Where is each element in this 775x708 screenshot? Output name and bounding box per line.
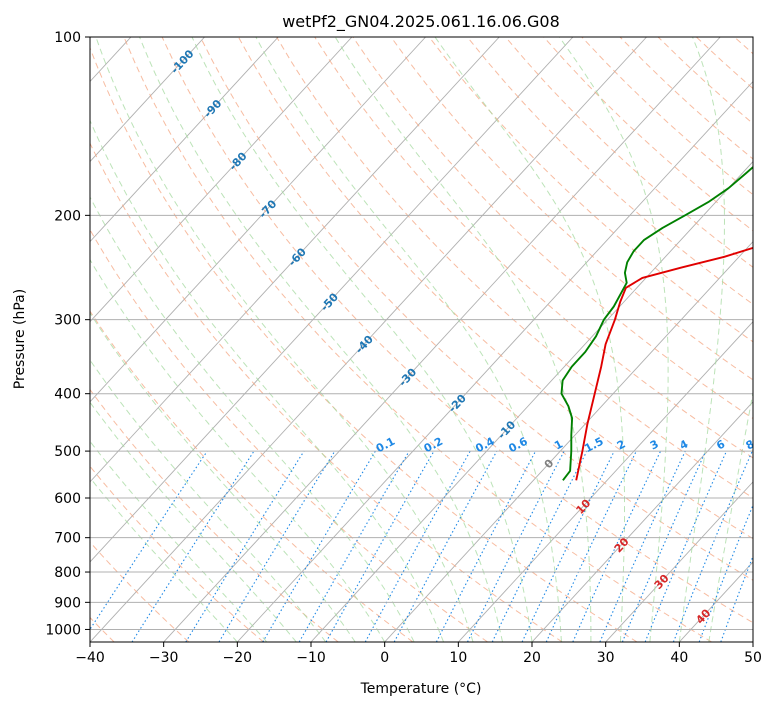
y-tick-label: 500 (54, 444, 81, 460)
isotherm-line (384, 240, 753, 642)
mixing-ratio-line (90, 450, 208, 631)
x-tick-label: 50 (744, 650, 762, 666)
moist-adiabat-line (90, 196, 415, 642)
moist-adiabat-line (90, 119, 445, 642)
x-tick-label: −20 (223, 650, 253, 666)
profile-series (560, 165, 753, 481)
isotherm-line (90, 37, 500, 483)
mixing-ratio-line (131, 450, 255, 642)
x-axis: −40 −30 −20 −10 0 10 20 30 40 50 (75, 642, 762, 666)
mixing-ratio-line (185, 450, 305, 642)
moist-adiabat-line (334, 37, 592, 642)
isotherm-line (90, 37, 205, 163)
y-tick-label: 600 (54, 491, 81, 507)
x-tick-label: −40 (75, 650, 105, 666)
y-axis-label: Pressure (hPa) (12, 289, 28, 389)
mixing-ratio-line (393, 450, 498, 642)
dry-adiabat-line (123, 37, 712, 642)
temperature-profile-line (575, 246, 753, 481)
mixing-ratio-line (491, 450, 588, 642)
mixing-ratio-lines (90, 450, 753, 642)
moist-adiabat-line (95, 37, 474, 642)
dry-adiabat-line (276, 37, 753, 499)
isotherm-line (90, 37, 647, 642)
dry-adiabat-line (352, 37, 753, 420)
dry-adiabat-line (90, 46, 638, 642)
isotherm-line (90, 37, 353, 323)
dry-adiabat-line (314, 37, 753, 459)
moist-adiabat-line (255, 37, 562, 642)
mixing-ratio-line (672, 450, 753, 642)
x-tick-label: −10 (296, 650, 326, 666)
mixing-ratio-line (218, 450, 336, 642)
isotherm-line (163, 37, 721, 642)
x-axis-label: Temperature (°C) (360, 681, 482, 697)
y-tick-label: 100 (54, 30, 81, 46)
moist-adiabat-lines (90, 37, 753, 642)
dry-adiabat-line (428, 37, 753, 343)
isotherm-line (90, 37, 426, 403)
mixing-ratio-line (599, 450, 686, 642)
x-tick-label: 10 (449, 650, 467, 666)
moist-adiabat-line (434, 37, 625, 642)
dewpoint-profile-line (560, 165, 753, 481)
dry-adiabat-line (390, 37, 753, 381)
isotherm-line (90, 37, 574, 563)
y-tick-label: 400 (54, 387, 81, 403)
mixing-ratio-line (621, 450, 707, 642)
moist-adiabat-line (191, 37, 533, 642)
y-tick-label: 200 (54, 208, 81, 224)
moist-adiabat-line (558, 37, 669, 642)
x-tick-label: −30 (149, 650, 179, 666)
mixing-ratio-line (325, 450, 435, 642)
moist-adiabat-line (139, 37, 503, 642)
y-tick-label: 700 (54, 531, 81, 547)
moist-adiabat-line (90, 401, 297, 642)
moist-adiabat-line (90, 359, 327, 642)
y-axis: 100 200 300 400 500 600 700 800 900 1000 (45, 30, 90, 638)
dry-adiabat-line (199, 37, 753, 581)
x-tick-label: 20 (523, 650, 541, 666)
mixing-ratio-line (698, 503, 753, 642)
mixing-ratio-label: 8 (744, 437, 757, 452)
dry-adiabat-line (237, 37, 753, 540)
x-tick-label: 30 (597, 650, 615, 666)
mixing-ratio-line (364, 450, 471, 642)
moist-adiabat-line (90, 312, 356, 642)
x-tick-label: 0 (380, 650, 389, 666)
dry-adiabat-line (90, 228, 488, 642)
isotherm-lines (90, 37, 753, 642)
isotherm-line (531, 401, 753, 642)
x-tick-label: 40 (670, 650, 688, 666)
y-tick-label: 1000 (45, 622, 81, 638)
y-tick-label: 800 (54, 565, 81, 581)
y-tick-label: 300 (54, 313, 81, 329)
isotherm-line (605, 481, 753, 642)
isotherm-line (90, 37, 279, 243)
mixing-ratio-line (720, 554, 753, 642)
plot-frame (89, 36, 754, 643)
chart-title: wetPf2_GN04.2025.061.16.06.G08 (282, 12, 560, 32)
moist-adiabat-line (678, 37, 726, 642)
y-tick-label: 900 (54, 595, 81, 611)
dry-adiabat-line (90, 541, 190, 642)
dry-adiabat-line (90, 142, 563, 642)
pressure-gridlines (90, 37, 753, 630)
isotherm-line (458, 321, 753, 642)
isotherm-line (237, 80, 753, 642)
mixing-ratio-line (644, 450, 728, 642)
mixing-ratio-line (467, 450, 565, 642)
dry-adiabat-line (90, 465, 264, 642)
